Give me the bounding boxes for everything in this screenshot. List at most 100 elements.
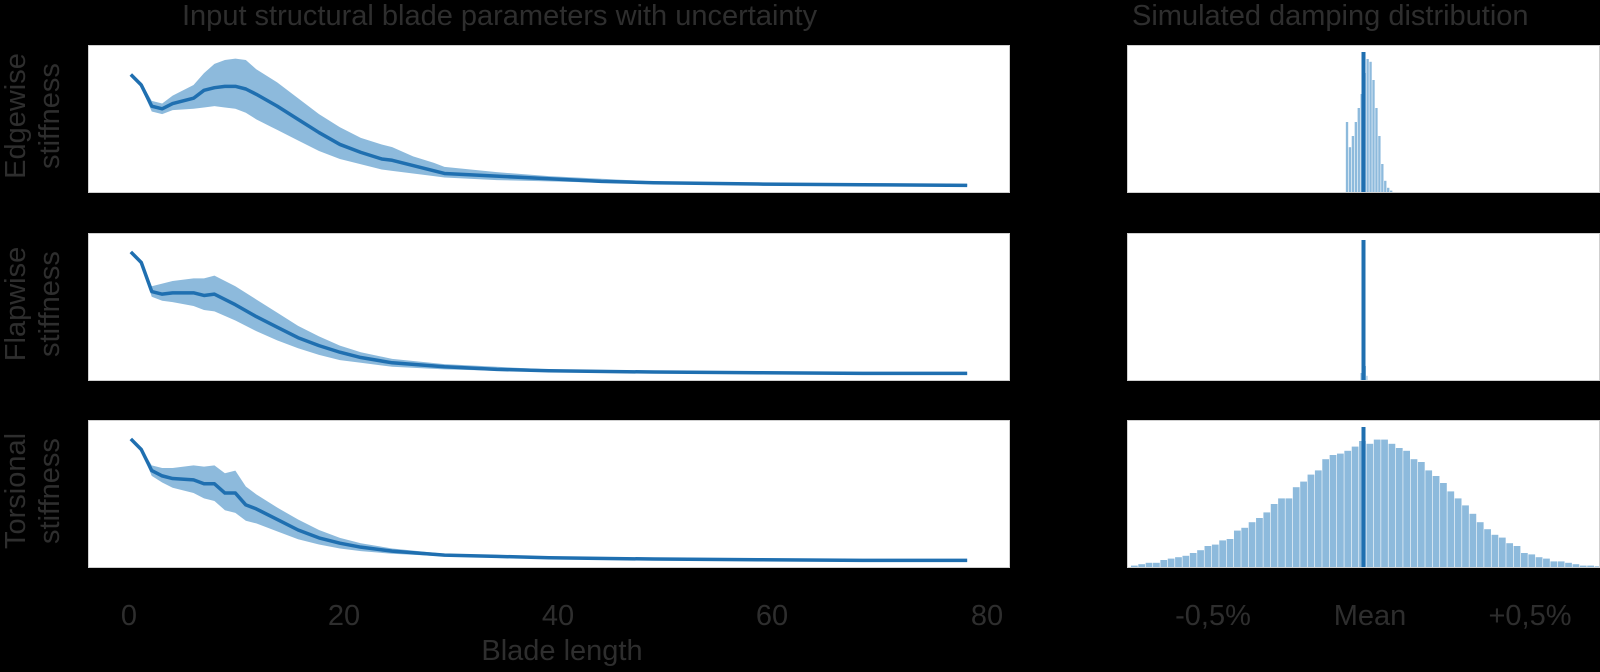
histogram-bar [1248,522,1256,567]
row-label-edgewise: Edgewise stiffness [0,41,71,191]
histogram-bar [1167,558,1175,567]
flapwise-stiffness-plot [88,233,1010,381]
flapwise-stiffness-svg [129,250,968,376]
x-tick-0: 0 [120,600,138,632]
histogram-bar [1389,190,1393,192]
histogram-bar [1440,483,1447,567]
histogram-bar [1357,108,1360,192]
x-tick-20: 20 [327,600,361,632]
uncertainty-band [130,251,968,375]
histogram-bar [1375,108,1378,192]
histogram-bar [1211,544,1219,567]
histogram-bar [1366,443,1374,567]
row-label-line1: Edgewise [0,53,32,179]
histogram-bar [1388,443,1396,567]
histogram-bar [1484,529,1491,567]
histogram-bar [1300,481,1307,567]
row-label-line2: stiffness [34,63,66,169]
uncertainty-band [130,438,968,562]
histogram-bar [1189,553,1197,567]
histogram-bar [1285,498,1293,567]
x-tick-80: 80 [970,600,1004,632]
histogram-bar [1351,446,1359,567]
mean-marker-line [1361,427,1366,567]
histogram-bar [1462,505,1469,567]
torsional-damping-histogram [1127,420,1600,568]
histogram-bar [1447,491,1455,567]
histogram-bar [1373,439,1381,567]
x-axis-label: Blade length [481,635,643,667]
uncertainty-band [130,58,968,187]
histogram-bar [1381,439,1388,567]
histogram-bar [1360,373,1362,380]
histogram-bar [1337,453,1344,567]
histogram-bar [1557,561,1565,567]
histogram-bar [1292,487,1300,567]
histogram-bar [1226,539,1234,567]
histogram-bar [1520,553,1528,567]
histogram-bar [1182,555,1190,567]
histogram-bar [1256,518,1263,567]
histogram-bar [1528,554,1536,567]
right-chart-title: Simulated damping distribution [1132,0,1529,32]
row-label-line2: stiffness [34,251,66,357]
mean-line [129,73,968,188]
x-tick-60: 60 [755,600,789,632]
histogram-bar [1307,474,1315,567]
histogram-bar [1410,459,1418,567]
histogram-bar [1219,540,1227,567]
histogram-bar [1241,527,1249,567]
x-tick-minus-half-percent: -0,5% [1175,600,1251,632]
mean-marker-line [1361,52,1366,192]
histogram-bar [1160,560,1168,567]
x-tick-mean: Mean [1333,600,1407,632]
histogram-bar [1197,550,1204,567]
histogram-bar [1506,543,1514,567]
histogram-bar [1344,450,1352,567]
histogram-bar [1432,476,1440,567]
row-label-flapwise: Flapwise stiffness [0,229,71,379]
edgewise-stiffness-svg [129,58,968,188]
left-chart-title: Input structural blade parameters with u… [182,0,818,32]
histogram-bar [1278,498,1285,567]
histogram-bar [1366,59,1369,192]
histogram-bar [1138,564,1146,567]
x-tick-plus-half-percent: +0,5% [1488,600,1572,632]
torsional-stiffness-svg [129,437,968,563]
histogram-bar [1543,558,1550,567]
x-tick-40: 40 [541,600,575,632]
histogram-bar [1387,187,1390,192]
histogram-bar [1384,180,1387,192]
edgewise-stiffness-plot [88,45,1010,193]
histogram-bar [1130,565,1138,567]
histogram-bar [1565,562,1572,567]
histogram-bar [1594,566,1599,567]
histogram-bar [1579,565,1587,567]
histogram-bar [1417,462,1425,567]
histogram-bar [1369,61,1372,192]
row-label-torsional: Torsional stiffness [0,416,71,566]
histogram-bar [1270,504,1278,567]
histogram-bar [1329,455,1337,567]
histogram-bar [1498,537,1506,567]
histogram-bar [1314,470,1322,567]
histogram-bar [1469,513,1477,567]
edgewise-damping-svg [1345,52,1393,192]
histogram-bar [1513,546,1521,567]
histogram-bar [1204,546,1212,567]
row-label-line1: Torsional [0,432,32,550]
mean-line [129,437,968,563]
torsional-stiffness-plot [88,420,1010,568]
histogram-bar [1372,80,1375,192]
histogram-bar [1395,448,1403,567]
histogram-bar [1263,512,1271,567]
histogram-bar [1322,459,1330,567]
edgewise-damping-histogram [1127,45,1600,193]
histogram-bar [1491,534,1499,567]
mean-marker-line [1361,240,1366,380]
row-label-line1: Flapwise [0,246,32,362]
histogram-bar [1145,562,1153,567]
histogram-bar [1403,450,1410,567]
histogram-bar [1378,136,1381,192]
histogram-bar [1587,565,1594,567]
